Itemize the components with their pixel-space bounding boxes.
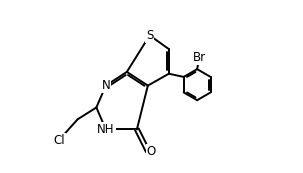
Text: S: S [146, 29, 153, 42]
Text: Br: Br [192, 51, 205, 64]
Text: O: O [147, 145, 156, 158]
Text: NH: NH [97, 123, 115, 136]
Text: N: N [102, 79, 110, 92]
Text: Cl: Cl [53, 134, 65, 147]
